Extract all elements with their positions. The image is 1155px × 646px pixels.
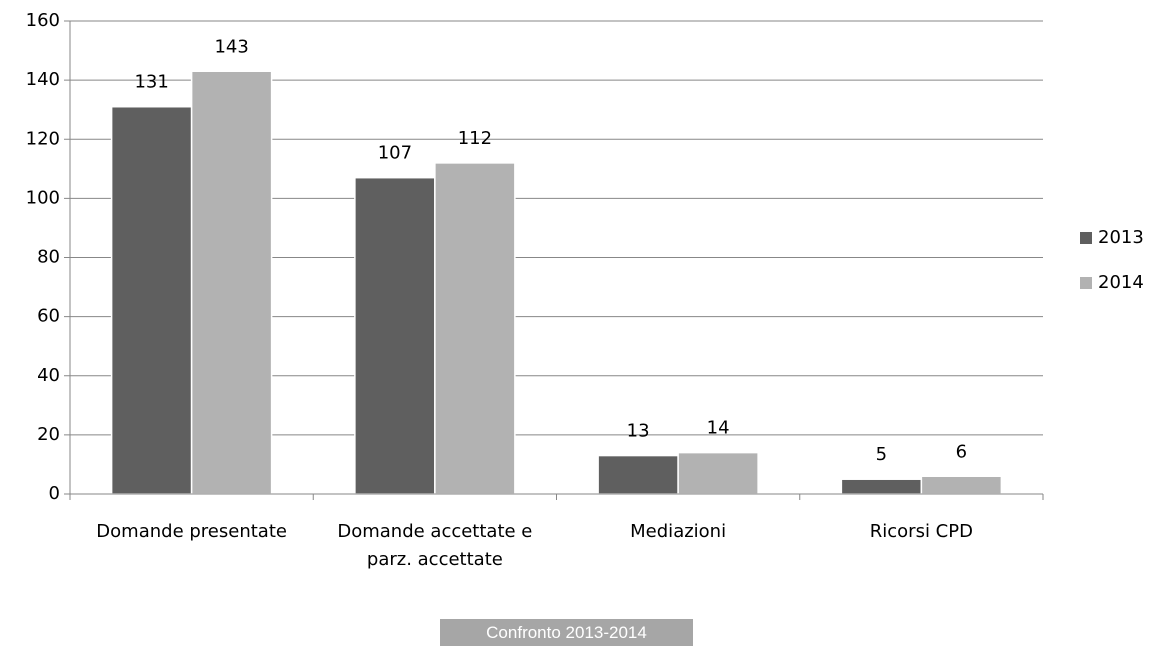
y-tick-label: 120 — [26, 128, 60, 149]
legend-swatch — [1080, 232, 1092, 244]
y-tick-label: 140 — [26, 69, 60, 90]
y-tick-label: 100 — [26, 187, 60, 208]
x-tick-label: Domande presentate — [96, 521, 287, 542]
bar — [110, 105, 193, 495]
bar — [190, 70, 273, 495]
legend-swatch — [1080, 277, 1092, 289]
bar — [840, 478, 923, 495]
value-label: 112 — [458, 128, 492, 149]
caption: Confronto 2013-2014 — [440, 619, 693, 646]
value-label: 5 — [876, 444, 887, 465]
value-label: 6 — [956, 441, 967, 462]
y-tick-label: 0 — [49, 483, 60, 504]
bar — [920, 475, 1003, 495]
value-label: 14 — [707, 418, 730, 439]
x-tick-label: Domande accettate e parz. accettate — [337, 521, 533, 570]
x-tick-label: Mediazioni — [630, 521, 727, 542]
y-tick-label: 20 — [37, 424, 60, 445]
bar — [597, 454, 679, 495]
bar — [354, 176, 436, 495]
bar — [677, 451, 759, 495]
legend-label: 2013 — [1098, 227, 1144, 248]
y-tick-label: 40 — [37, 365, 60, 386]
legend-label: 2014 — [1098, 272, 1144, 293]
x-tick-label: Ricorsi CPD — [869, 521, 973, 542]
value-label: 13 — [627, 421, 650, 442]
y-tick-label: 80 — [37, 247, 60, 268]
y-tick-label: 160 — [26, 10, 60, 31]
value-label: 143 — [214, 36, 248, 57]
bar — [434, 162, 516, 495]
y-tick-label: 60 — [37, 306, 60, 327]
value-label: 131 — [134, 72, 168, 93]
value-label: 107 — [378, 143, 412, 164]
